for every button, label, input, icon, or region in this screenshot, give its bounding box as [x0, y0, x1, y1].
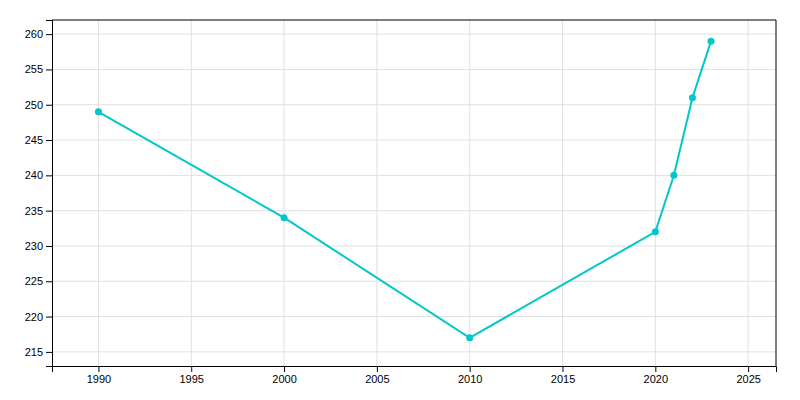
point	[670, 172, 677, 179]
y-tick-mark	[46, 246, 52, 247]
x-tick-label: 2020	[644, 373, 668, 385]
y-tick-label: 225	[25, 275, 43, 287]
y-tick-label: 230	[25, 240, 43, 252]
x-grid-line	[655, 20, 656, 366]
frame-right	[776, 20, 777, 366]
y-tick-mark	[46, 140, 52, 141]
y-tick: 260	[25, 28, 52, 40]
y-tick-mark	[46, 352, 52, 353]
x-tick-label: 2000	[272, 373, 296, 385]
y-grid-line	[52, 69, 776, 70]
x-axis: 1990 1995 2000 2005 2010 2015 2020 2025	[53, 366, 777, 385]
x-tick-mark	[191, 366, 192, 372]
x-tick: 2000	[272, 366, 296, 385]
y-grid-line	[52, 351, 776, 352]
y-tick: 225	[25, 275, 52, 287]
y-tick: 215	[25, 346, 52, 358]
y-tick-mark	[46, 34, 52, 35]
x-tick: 2025	[736, 366, 760, 385]
y-tick: 240	[25, 169, 52, 181]
y-tick-label: 220	[25, 311, 43, 323]
y-grid-line	[52, 210, 776, 211]
x-tick-label: 1990	[87, 373, 111, 385]
point	[95, 108, 102, 115]
y-grid-line	[52, 34, 776, 35]
y-axis: 215 220 225 230 235 240 245 250 255 260	[25, 21, 53, 367]
point	[689, 94, 696, 101]
x-grid-line	[748, 20, 749, 366]
y-tick: 250	[25, 99, 52, 111]
x-tick: 1990	[87, 366, 111, 385]
y-grid-line	[52, 316, 776, 317]
x-tick-mark	[284, 366, 285, 372]
point	[281, 214, 288, 221]
y-grid-line	[52, 245, 776, 246]
y-tick-mark	[46, 105, 52, 106]
x-tick: 2015	[551, 366, 575, 385]
x-grid-line	[284, 20, 285, 366]
y-tick: 220	[25, 311, 52, 323]
x-grid-line	[98, 20, 99, 366]
line	[98, 41, 711, 338]
x-tick-mark	[563, 366, 564, 372]
y-grid-line	[52, 175, 776, 176]
x-tick-mark	[470, 366, 471, 372]
y-grid-line	[52, 281, 776, 282]
y-tick: 230	[25, 240, 52, 252]
point	[708, 38, 715, 45]
plot: 1990 1995 2000 2005 2010 2015 2020 2025 215 220 22…	[25, 20, 777, 385]
x-tick-mark	[377, 366, 378, 372]
y-tick: 235	[25, 205, 52, 217]
x-tick-label: 1995	[179, 373, 203, 385]
x-tick-label: 2010	[458, 373, 482, 385]
y-tick-label: 250	[25, 99, 43, 111]
y-grid-line	[52, 104, 776, 105]
x-grid-line	[469, 20, 470, 366]
y-axis-line	[46, 21, 53, 367]
point	[466, 334, 473, 341]
x-tick: 2005	[365, 366, 389, 385]
x-grid-line	[562, 20, 563, 366]
y-tick-mark	[46, 175, 52, 176]
x-tick: 1995	[179, 366, 203, 385]
frame-top	[52, 20, 776, 21]
y-tick: 255	[25, 63, 52, 75]
y-grid-line	[52, 140, 776, 141]
x-grid-line	[376, 20, 377, 366]
y-tick-label: 255	[25, 63, 43, 75]
y-tick-mark	[46, 281, 52, 282]
x-tick-mark	[748, 366, 749, 372]
y-tick-label: 245	[25, 134, 43, 146]
x-tick-label: 2025	[736, 373, 760, 385]
point	[652, 228, 659, 235]
y-tick-mark	[46, 211, 52, 212]
x-grid-line	[191, 20, 192, 366]
x-tick-mark	[655, 366, 656, 372]
x-tick-label: 2005	[365, 373, 389, 385]
y-tick-label: 235	[25, 205, 43, 217]
y-tick-mark	[46, 317, 52, 318]
x-tick: 2010	[458, 366, 482, 385]
y-tick-mark	[46, 69, 52, 70]
grid	[52, 20, 776, 366]
y-tick-label: 240	[25, 169, 43, 181]
x-axis-line	[53, 367, 777, 373]
data	[95, 38, 715, 342]
chart: 1990 1995 2000 2005 2010 2015 2020 2025 215 220 22…	[0, 0, 800, 400]
y-tick-label: 215	[25, 346, 43, 358]
x-tick-mark	[98, 366, 99, 372]
y-tick: 245	[25, 134, 52, 146]
x-tick-label: 2015	[551, 373, 575, 385]
x-tick: 2020	[644, 366, 668, 385]
y-tick-label: 260	[25, 28, 43, 40]
